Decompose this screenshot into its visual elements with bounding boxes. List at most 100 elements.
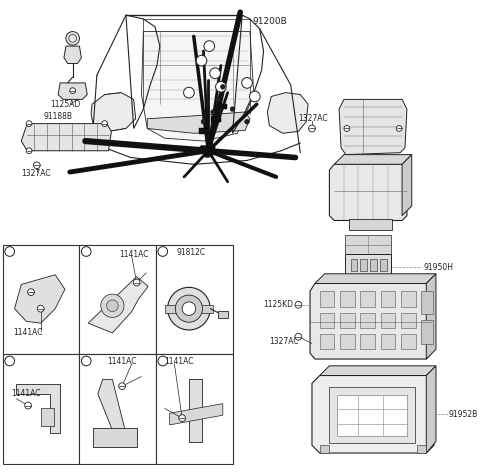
Bar (211, 116, 221, 122)
Text: a: a (8, 249, 12, 254)
Circle shape (70, 88, 75, 93)
Text: c: c (245, 80, 249, 86)
Bar (360, 259, 367, 271)
Text: a: a (187, 90, 191, 96)
Polygon shape (14, 275, 65, 323)
Bar (351, 259, 358, 271)
Bar (337, 395, 407, 436)
Polygon shape (88, 277, 148, 333)
Polygon shape (334, 155, 412, 164)
Bar (156, 244, 232, 354)
Text: d: d (213, 70, 217, 76)
Bar (360, 334, 375, 349)
Bar (340, 334, 355, 349)
Circle shape (242, 77, 252, 88)
Text: 1141AC: 1141AC (165, 357, 194, 366)
Bar (329, 387, 415, 443)
Circle shape (168, 287, 210, 330)
Text: 91952B: 91952B (449, 410, 478, 419)
Text: 1141AC: 1141AC (119, 250, 149, 259)
Text: f: f (162, 358, 164, 363)
Bar (320, 334, 334, 349)
Text: 1125AD: 1125AD (50, 100, 81, 109)
Polygon shape (16, 384, 60, 433)
Text: c: c (161, 249, 165, 254)
Text: c: c (207, 43, 211, 49)
Circle shape (201, 119, 206, 124)
Circle shape (101, 294, 124, 317)
Bar (349, 219, 392, 230)
Bar (41, 408, 54, 426)
Polygon shape (189, 379, 202, 442)
Bar (370, 259, 377, 271)
Polygon shape (312, 376, 434, 453)
Bar (199, 128, 208, 134)
Text: 1327AC: 1327AC (21, 169, 51, 178)
Bar (340, 291, 355, 307)
Text: 91950H: 91950H (423, 262, 454, 271)
Polygon shape (426, 366, 436, 453)
Text: 91188B: 91188B (44, 112, 72, 121)
Ellipse shape (207, 143, 215, 149)
Text: b: b (199, 58, 204, 64)
Bar (80, 354, 156, 464)
Text: 1141AC: 1141AC (108, 357, 137, 366)
Ellipse shape (204, 154, 211, 158)
Bar (3, 244, 80, 354)
Bar (3, 354, 80, 464)
Polygon shape (169, 404, 223, 425)
Circle shape (250, 91, 260, 102)
Circle shape (210, 68, 220, 78)
Text: d: d (8, 358, 12, 363)
Circle shape (211, 110, 216, 114)
Circle shape (133, 279, 140, 286)
Circle shape (230, 107, 235, 111)
Text: 91200B: 91200B (252, 17, 287, 26)
Polygon shape (91, 93, 136, 131)
Circle shape (102, 121, 108, 126)
Text: e: e (84, 358, 88, 363)
Circle shape (107, 300, 118, 312)
Polygon shape (320, 445, 329, 453)
Circle shape (28, 289, 35, 295)
Polygon shape (417, 445, 426, 453)
Circle shape (216, 97, 220, 102)
Bar (401, 291, 416, 307)
Text: 91812C: 91812C (176, 248, 205, 257)
Bar (401, 312, 416, 328)
Circle shape (196, 55, 207, 66)
Circle shape (158, 356, 168, 366)
Bar (380, 259, 386, 271)
Bar (381, 312, 396, 328)
Polygon shape (58, 83, 87, 100)
Circle shape (82, 356, 91, 366)
Bar (421, 320, 433, 344)
Polygon shape (165, 305, 213, 312)
Polygon shape (93, 428, 137, 447)
Text: f: f (253, 93, 256, 100)
Polygon shape (402, 155, 412, 216)
Bar (218, 311, 228, 318)
Circle shape (295, 302, 302, 308)
Circle shape (5, 356, 14, 366)
Polygon shape (310, 284, 431, 359)
Polygon shape (64, 46, 82, 64)
Polygon shape (426, 274, 436, 359)
Bar (381, 334, 396, 349)
Bar (381, 291, 396, 307)
Text: 1125KD: 1125KD (264, 300, 294, 309)
Text: 1141AC: 1141AC (13, 329, 43, 337)
Polygon shape (320, 366, 436, 376)
Bar (219, 104, 227, 109)
Polygon shape (315, 274, 436, 284)
Polygon shape (339, 100, 407, 155)
Bar (80, 244, 156, 354)
Circle shape (220, 84, 225, 89)
Circle shape (182, 302, 196, 315)
Circle shape (175, 295, 203, 322)
Text: 91576: 91576 (354, 158, 378, 167)
Circle shape (396, 126, 402, 131)
Polygon shape (142, 32, 254, 141)
Circle shape (183, 87, 194, 98)
Ellipse shape (205, 151, 215, 156)
